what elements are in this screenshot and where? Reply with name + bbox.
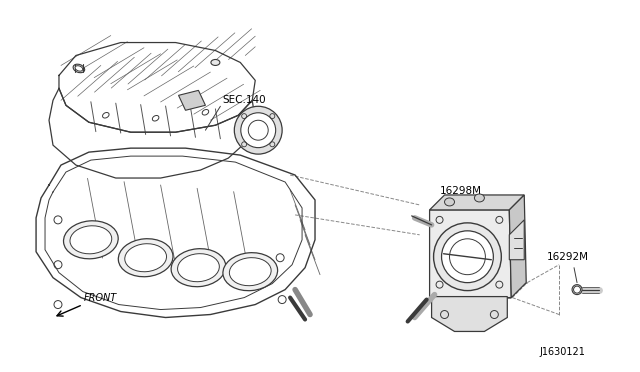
Text: J1630121: J1630121 [539, 347, 585, 357]
Ellipse shape [75, 66, 83, 71]
Polygon shape [431, 296, 508, 331]
Ellipse shape [572, 285, 582, 295]
Ellipse shape [211, 60, 220, 65]
Ellipse shape [449, 239, 485, 275]
Text: 16298M: 16298M [440, 186, 481, 196]
Text: FRONT: FRONT [84, 292, 117, 302]
Polygon shape [429, 195, 524, 210]
Polygon shape [179, 90, 205, 110]
Ellipse shape [442, 231, 493, 283]
Ellipse shape [171, 249, 226, 287]
Ellipse shape [234, 106, 282, 154]
Ellipse shape [248, 120, 268, 140]
Ellipse shape [223, 253, 278, 291]
Ellipse shape [63, 221, 118, 259]
Ellipse shape [70, 226, 112, 254]
Ellipse shape [177, 254, 220, 282]
Text: 16292M: 16292M [547, 252, 589, 262]
Ellipse shape [73, 64, 84, 73]
Ellipse shape [241, 113, 276, 148]
Polygon shape [509, 220, 524, 260]
Text: SEC.140: SEC.140 [222, 95, 266, 105]
Ellipse shape [474, 194, 484, 202]
Ellipse shape [229, 258, 271, 286]
Polygon shape [429, 210, 511, 298]
Ellipse shape [118, 239, 173, 277]
Ellipse shape [433, 223, 501, 291]
Polygon shape [509, 195, 526, 298]
Ellipse shape [573, 286, 580, 293]
Ellipse shape [125, 244, 166, 272]
Ellipse shape [445, 198, 454, 206]
